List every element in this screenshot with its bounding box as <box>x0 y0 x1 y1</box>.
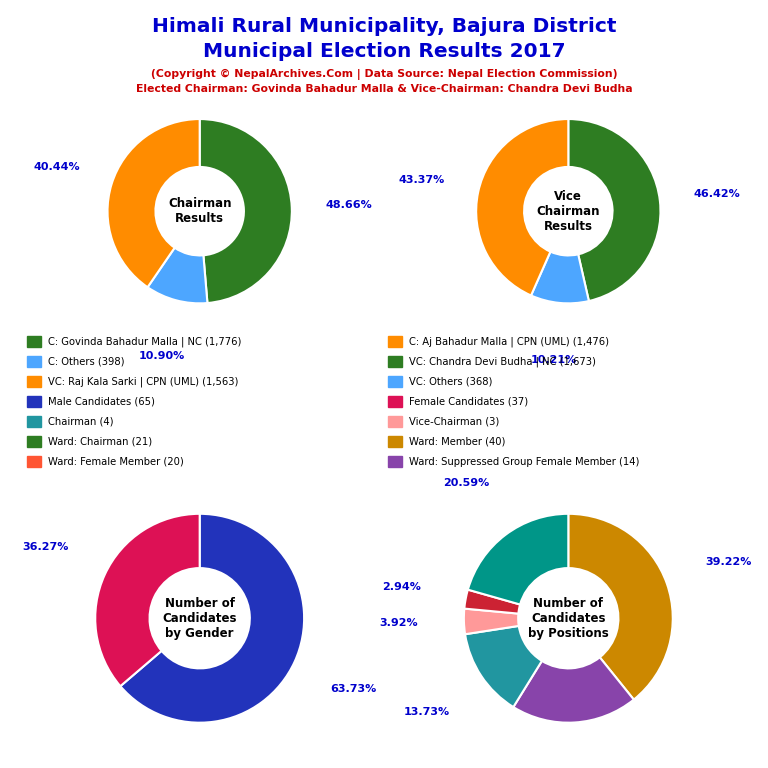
Text: Ward: Female Member (20): Ward: Female Member (20) <box>48 456 184 467</box>
Text: Ward: Chairman (21): Ward: Chairman (21) <box>48 436 153 447</box>
Text: C: Others (398): C: Others (398) <box>48 356 125 367</box>
Wedge shape <box>464 608 518 634</box>
Text: Male Candidates (65): Male Candidates (65) <box>48 396 155 407</box>
Text: 43.37%: 43.37% <box>399 175 445 185</box>
Text: 3.92%: 3.92% <box>379 618 418 628</box>
Text: Chairman (4): Chairman (4) <box>48 416 114 427</box>
Text: 10.21%: 10.21% <box>531 356 577 366</box>
Text: (Copyright © NepalArchives.Com | Data Source: Nepal Election Commission): (Copyright © NepalArchives.Com | Data So… <box>151 69 617 80</box>
Text: Vice-Chairman (3): Vice-Chairman (3) <box>409 416 500 427</box>
Text: Himali Rural Municipality, Bajura District: Himali Rural Municipality, Bajura Distri… <box>152 17 616 36</box>
Text: Ward: Member (40): Ward: Member (40) <box>409 436 505 447</box>
Text: 39.22%: 39.22% <box>705 557 752 567</box>
Wedge shape <box>568 119 660 301</box>
Text: Elected Chairman: Govinda Bahadur Malla & Vice-Chairman: Chandra Devi Budha: Elected Chairman: Govinda Bahadur Malla … <box>136 84 632 94</box>
Wedge shape <box>465 590 520 614</box>
Text: VC: Chandra Devi Budha | NC (1,673): VC: Chandra Devi Budha | NC (1,673) <box>409 356 596 367</box>
Text: VC: Others (368): VC: Others (368) <box>409 376 493 387</box>
Wedge shape <box>468 514 568 604</box>
Text: VC: Raj Kala Sarki | CPN (UML) (1,563): VC: Raj Kala Sarki | CPN (UML) (1,563) <box>48 376 239 387</box>
Wedge shape <box>95 514 200 686</box>
Text: 40.44%: 40.44% <box>33 162 80 172</box>
Text: Number of
Candidates
by Gender: Number of Candidates by Gender <box>162 597 237 640</box>
Text: Ward: Suppressed Group Female Member (14): Ward: Suppressed Group Female Member (14… <box>409 456 640 467</box>
Text: 10.90%: 10.90% <box>138 351 184 361</box>
Text: Chairman
Results: Chairman Results <box>168 197 231 225</box>
Wedge shape <box>476 119 568 296</box>
Wedge shape <box>568 514 673 700</box>
Text: Number of
Candidates
by Positions: Number of Candidates by Positions <box>528 597 609 640</box>
Wedge shape <box>108 119 200 287</box>
Text: 20.59%: 20.59% <box>443 478 489 488</box>
Text: 36.27%: 36.27% <box>22 542 68 552</box>
Wedge shape <box>147 248 207 303</box>
Wedge shape <box>200 119 292 303</box>
Text: Municipal Election Results 2017: Municipal Election Results 2017 <box>203 42 565 61</box>
Text: 2.94%: 2.94% <box>382 582 421 592</box>
Wedge shape <box>531 252 589 303</box>
Text: 48.66%: 48.66% <box>326 200 372 210</box>
Wedge shape <box>121 514 304 723</box>
Text: 46.42%: 46.42% <box>694 190 740 200</box>
Text: 63.73%: 63.73% <box>331 684 377 694</box>
Text: 13.73%: 13.73% <box>404 707 450 717</box>
Text: Female Candidates (37): Female Candidates (37) <box>409 396 528 407</box>
Text: C: Govinda Bahadur Malla | NC (1,776): C: Govinda Bahadur Malla | NC (1,776) <box>48 336 242 347</box>
Text: Vice
Chairman
Results: Vice Chairman Results <box>537 190 600 233</box>
Text: C: Aj Bahadur Malla | CPN (UML) (1,476): C: Aj Bahadur Malla | CPN (UML) (1,476) <box>409 336 609 347</box>
Wedge shape <box>465 626 542 707</box>
Wedge shape <box>513 657 634 723</box>
